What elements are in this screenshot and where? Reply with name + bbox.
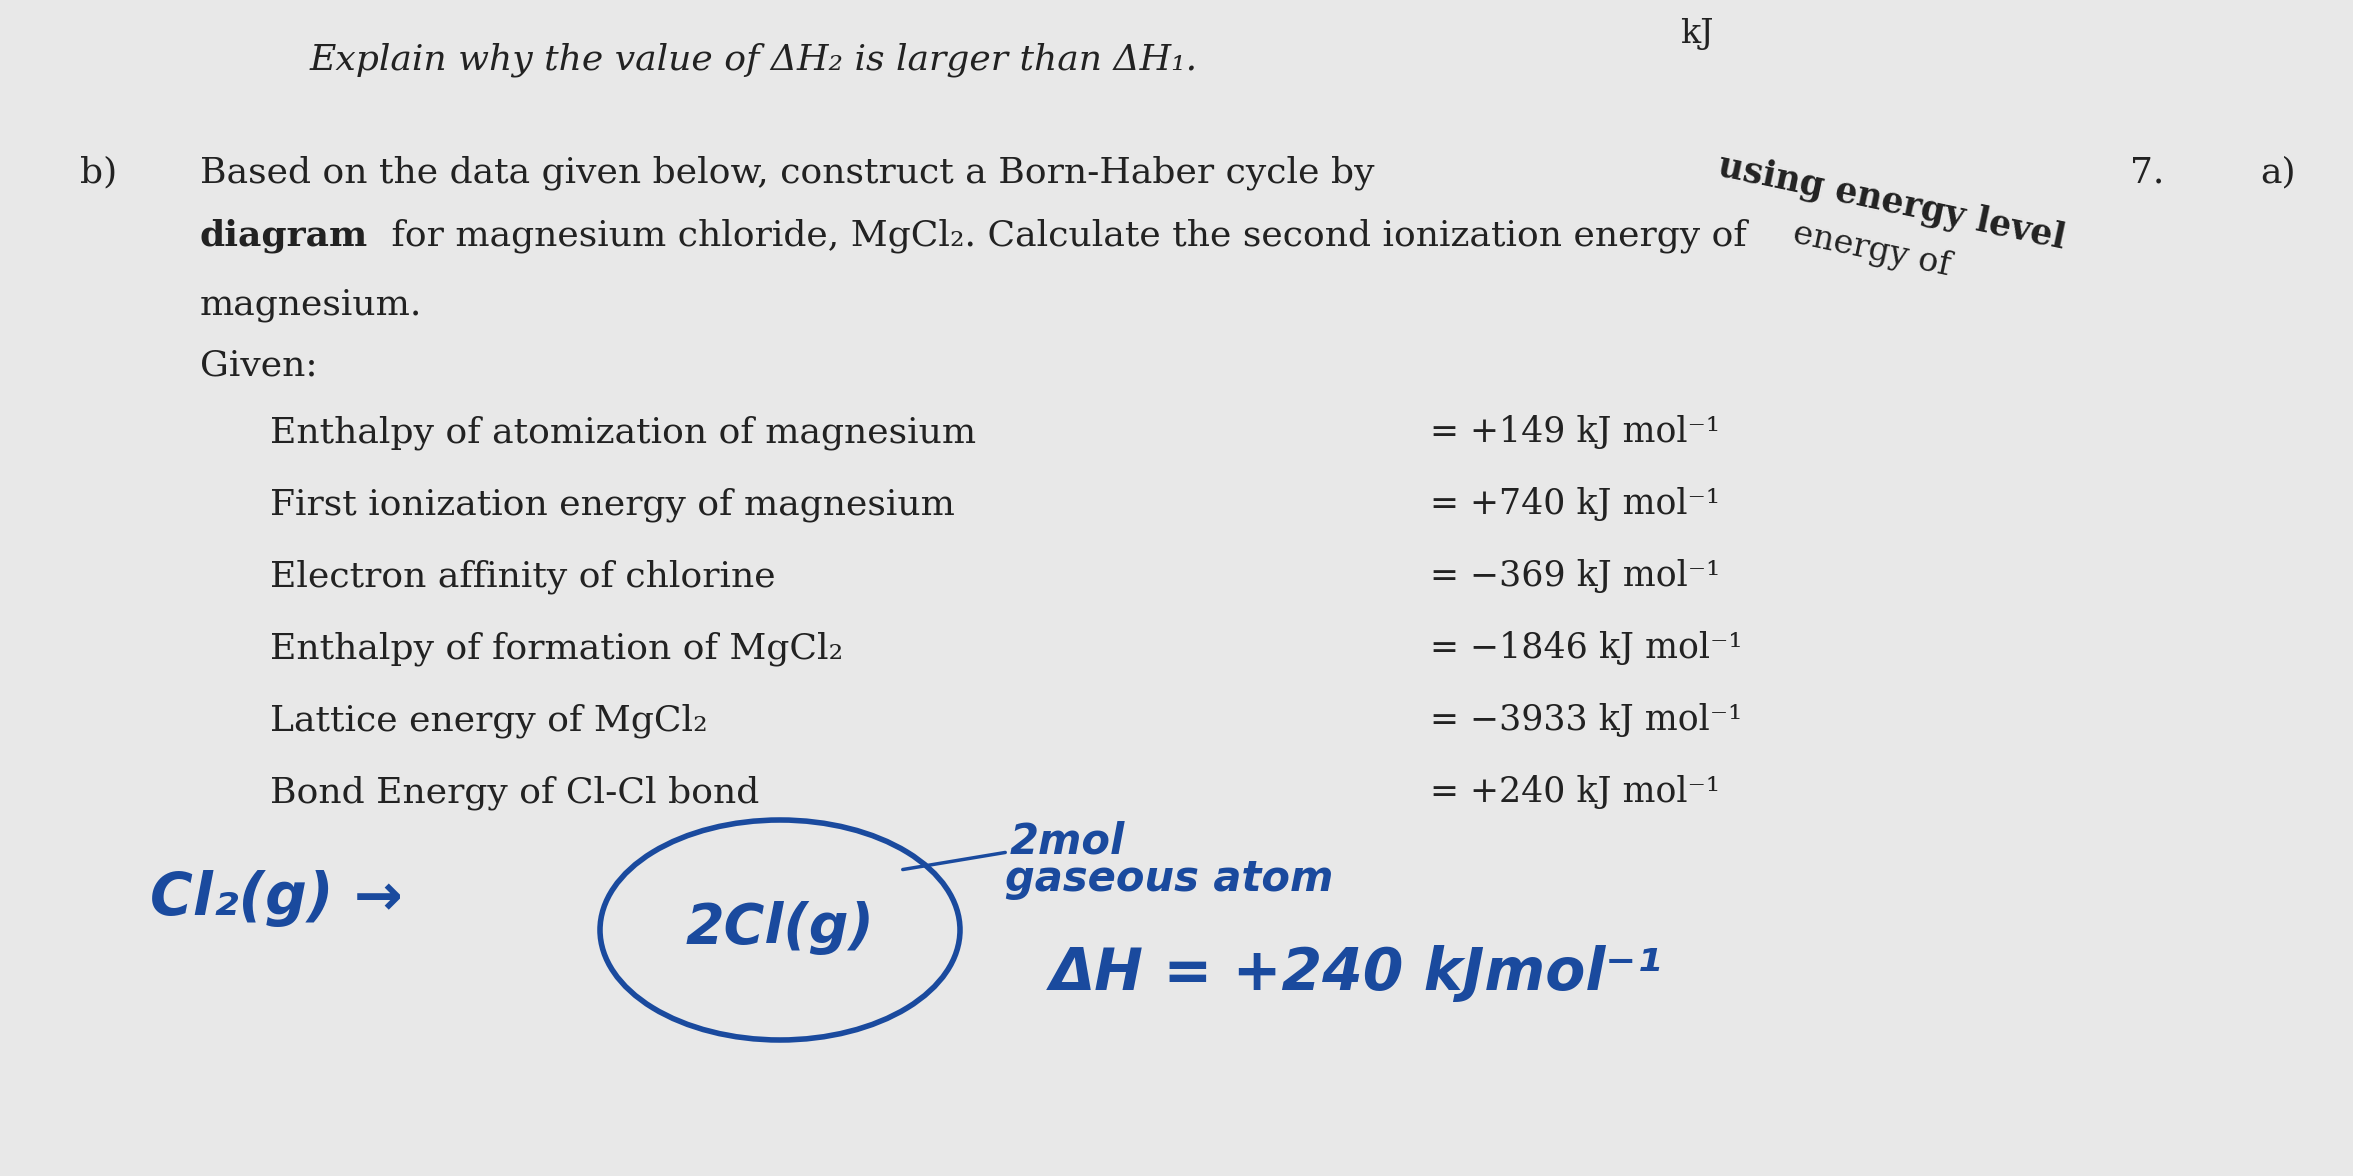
Text: Enthalpy of atomization of magnesium: Enthalpy of atomization of magnesium [271,415,976,449]
Text: for magnesium chloride, MgCl₂. Calculate the second ionization energy of: for magnesium chloride, MgCl₂. Calculate… [379,218,1746,253]
Text: = −1846 kJ mol⁻¹: = −1846 kJ mol⁻¹ [1431,632,1744,664]
Text: = +240 kJ mol⁻¹: = +240 kJ mol⁻¹ [1431,775,1720,809]
Text: 2Cl(g): 2Cl(g) [685,901,875,955]
Text: 2mol: 2mol [1009,820,1125,862]
Text: Explain why the value of ΔH₂ is larger than ΔH₁.: Explain why the value of ΔH₂ is larger t… [311,42,1198,76]
Text: diagram: diagram [200,218,369,253]
Text: ΔH = +240 kJmol⁻¹: ΔH = +240 kJmol⁻¹ [1049,946,1664,1002]
Text: a): a) [2259,155,2297,189]
Text: = −3933 kJ mol⁻¹: = −3933 kJ mol⁻¹ [1431,703,1741,737]
Text: = +149 kJ mol⁻¹: = +149 kJ mol⁻¹ [1431,415,1720,449]
Text: = +740 kJ mol⁻¹: = +740 kJ mol⁻¹ [1431,487,1720,521]
Text: = −369 kJ mol⁻¹: = −369 kJ mol⁻¹ [1431,559,1720,593]
Text: 7.: 7. [2129,155,2165,189]
Text: Lattice energy of MgCl₂: Lattice energy of MgCl₂ [271,703,708,737]
Text: using energy level: using energy level [1715,148,2068,255]
Text: Cl₂(g) →: Cl₂(g) → [151,870,402,927]
Text: Based on the data given below, construct a Born-Haber cycle by: Based on the data given below, construct… [200,155,1386,189]
Text: kJ: kJ [1680,18,1713,51]
Text: gaseous atom: gaseous atom [1005,858,1334,900]
Text: First ionization energy of magnesium: First ionization energy of magnesium [271,487,955,521]
Text: b): b) [80,155,118,189]
Text: Electron affinity of chlorine: Electron affinity of chlorine [271,559,776,594]
Text: magnesium.: magnesium. [200,288,424,322]
Text: Given:: Given: [200,348,318,382]
Text: Enthalpy of formation of MgCl₂: Enthalpy of formation of MgCl₂ [271,632,842,666]
Text: Bond Energy of Cl-Cl bond: Bond Energy of Cl-Cl bond [271,775,760,809]
Text: energy of: energy of [1791,218,1953,282]
